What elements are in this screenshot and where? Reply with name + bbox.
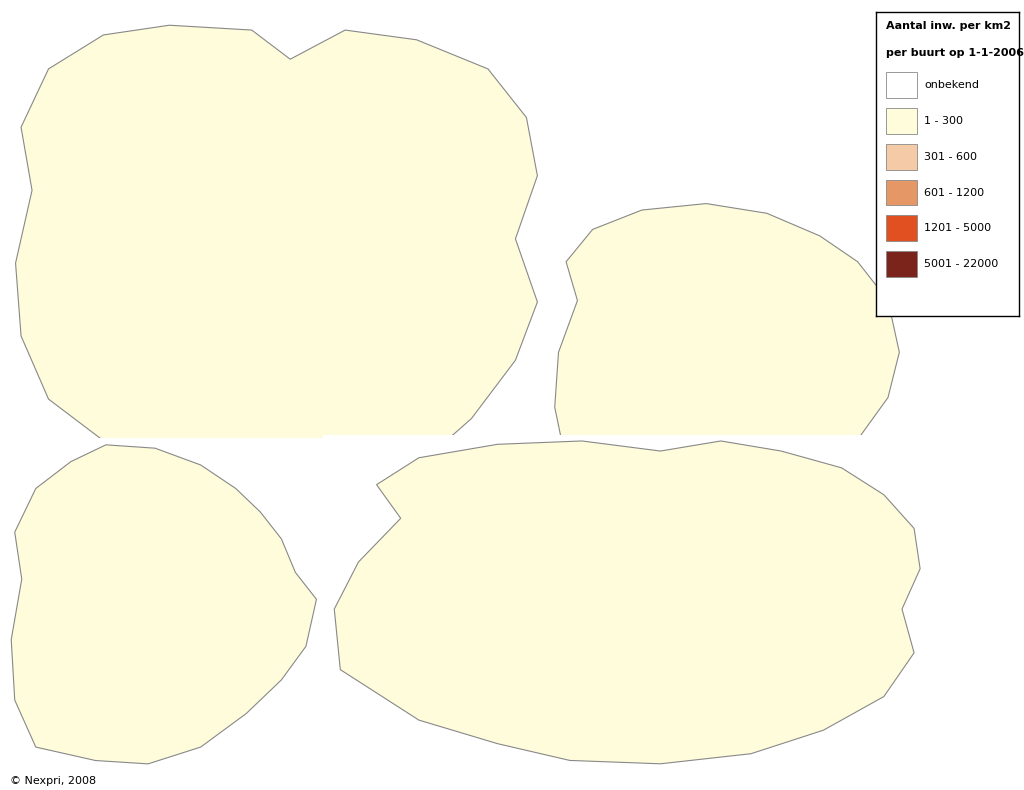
Text: 601 - 1200: 601 - 1200 bbox=[925, 187, 984, 198]
Bar bbox=[886, 72, 918, 98]
Polygon shape bbox=[15, 25, 538, 496]
Text: 1 - 300: 1 - 300 bbox=[925, 116, 964, 126]
Text: © Nexpri, 2008: © Nexpri, 2008 bbox=[10, 776, 96, 786]
Polygon shape bbox=[555, 204, 899, 507]
Bar bbox=[886, 216, 918, 241]
Bar bbox=[886, 179, 918, 205]
Bar bbox=[886, 144, 918, 170]
Text: Aantal inw. per km2: Aantal inw. per km2 bbox=[886, 21, 1011, 31]
Text: 1201 - 5000: 1201 - 5000 bbox=[925, 224, 991, 233]
Bar bbox=[886, 251, 918, 277]
Polygon shape bbox=[334, 441, 921, 764]
Bar bbox=[886, 107, 918, 134]
Text: onbekend: onbekend bbox=[925, 80, 979, 90]
Polygon shape bbox=[11, 445, 316, 764]
Text: 301 - 600: 301 - 600 bbox=[925, 152, 977, 162]
Text: per buurt op 1-1-2006: per buurt op 1-1-2006 bbox=[886, 48, 1024, 58]
Text: 5001 - 22000: 5001 - 22000 bbox=[925, 259, 998, 269]
